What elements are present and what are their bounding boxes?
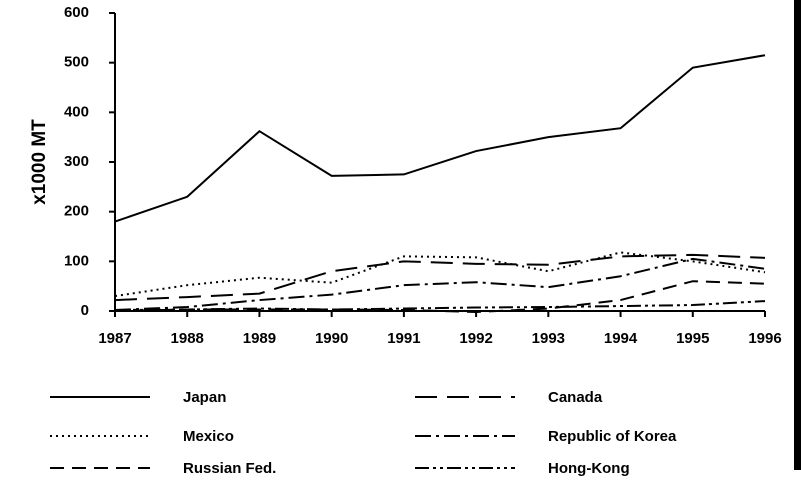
y-axis-label: x1000 MT <box>29 119 50 205</box>
y-tick-label: 0 <box>81 302 89 319</box>
x-tick-label: 1990 <box>315 330 348 347</box>
y-tick-label: 400 <box>64 103 89 120</box>
y-tick-label: 300 <box>64 153 89 170</box>
series-line <box>114 257 766 312</box>
series-line <box>114 253 766 302</box>
edge-bar <box>794 0 801 470</box>
x-tick-label: 1994 <box>604 330 638 347</box>
y-tick-label: 200 <box>64 203 89 220</box>
series-line <box>114 251 766 298</box>
x-tick-label: 1991 <box>387 330 420 347</box>
x-tick-label: 1993 <box>532 330 565 347</box>
legend-label: Mexico <box>183 428 234 445</box>
y-tick-label: 500 <box>64 54 89 71</box>
legend-label: Japan <box>183 389 226 406</box>
x-tick-label: 1996 <box>748 330 781 347</box>
y-tick-label: 600 <box>64 4 89 21</box>
x-tick-label: 1988 <box>171 330 204 347</box>
x-tick-label: 1995 <box>676 330 709 347</box>
legend-label: Russian Fed. <box>183 460 276 477</box>
y-tick-label: 100 <box>64 252 89 269</box>
series-line <box>114 54 766 223</box>
legend-label: Republic of Korea <box>548 428 677 445</box>
x-tick-label: 1987 <box>98 330 131 347</box>
x-tick-label: 1992 <box>459 330 492 347</box>
series-line <box>114 300 766 312</box>
x-tick-label: 1989 <box>243 330 276 347</box>
legend-label: Hong-Kong <box>548 460 630 477</box>
legend-label: Canada <box>548 389 603 406</box>
